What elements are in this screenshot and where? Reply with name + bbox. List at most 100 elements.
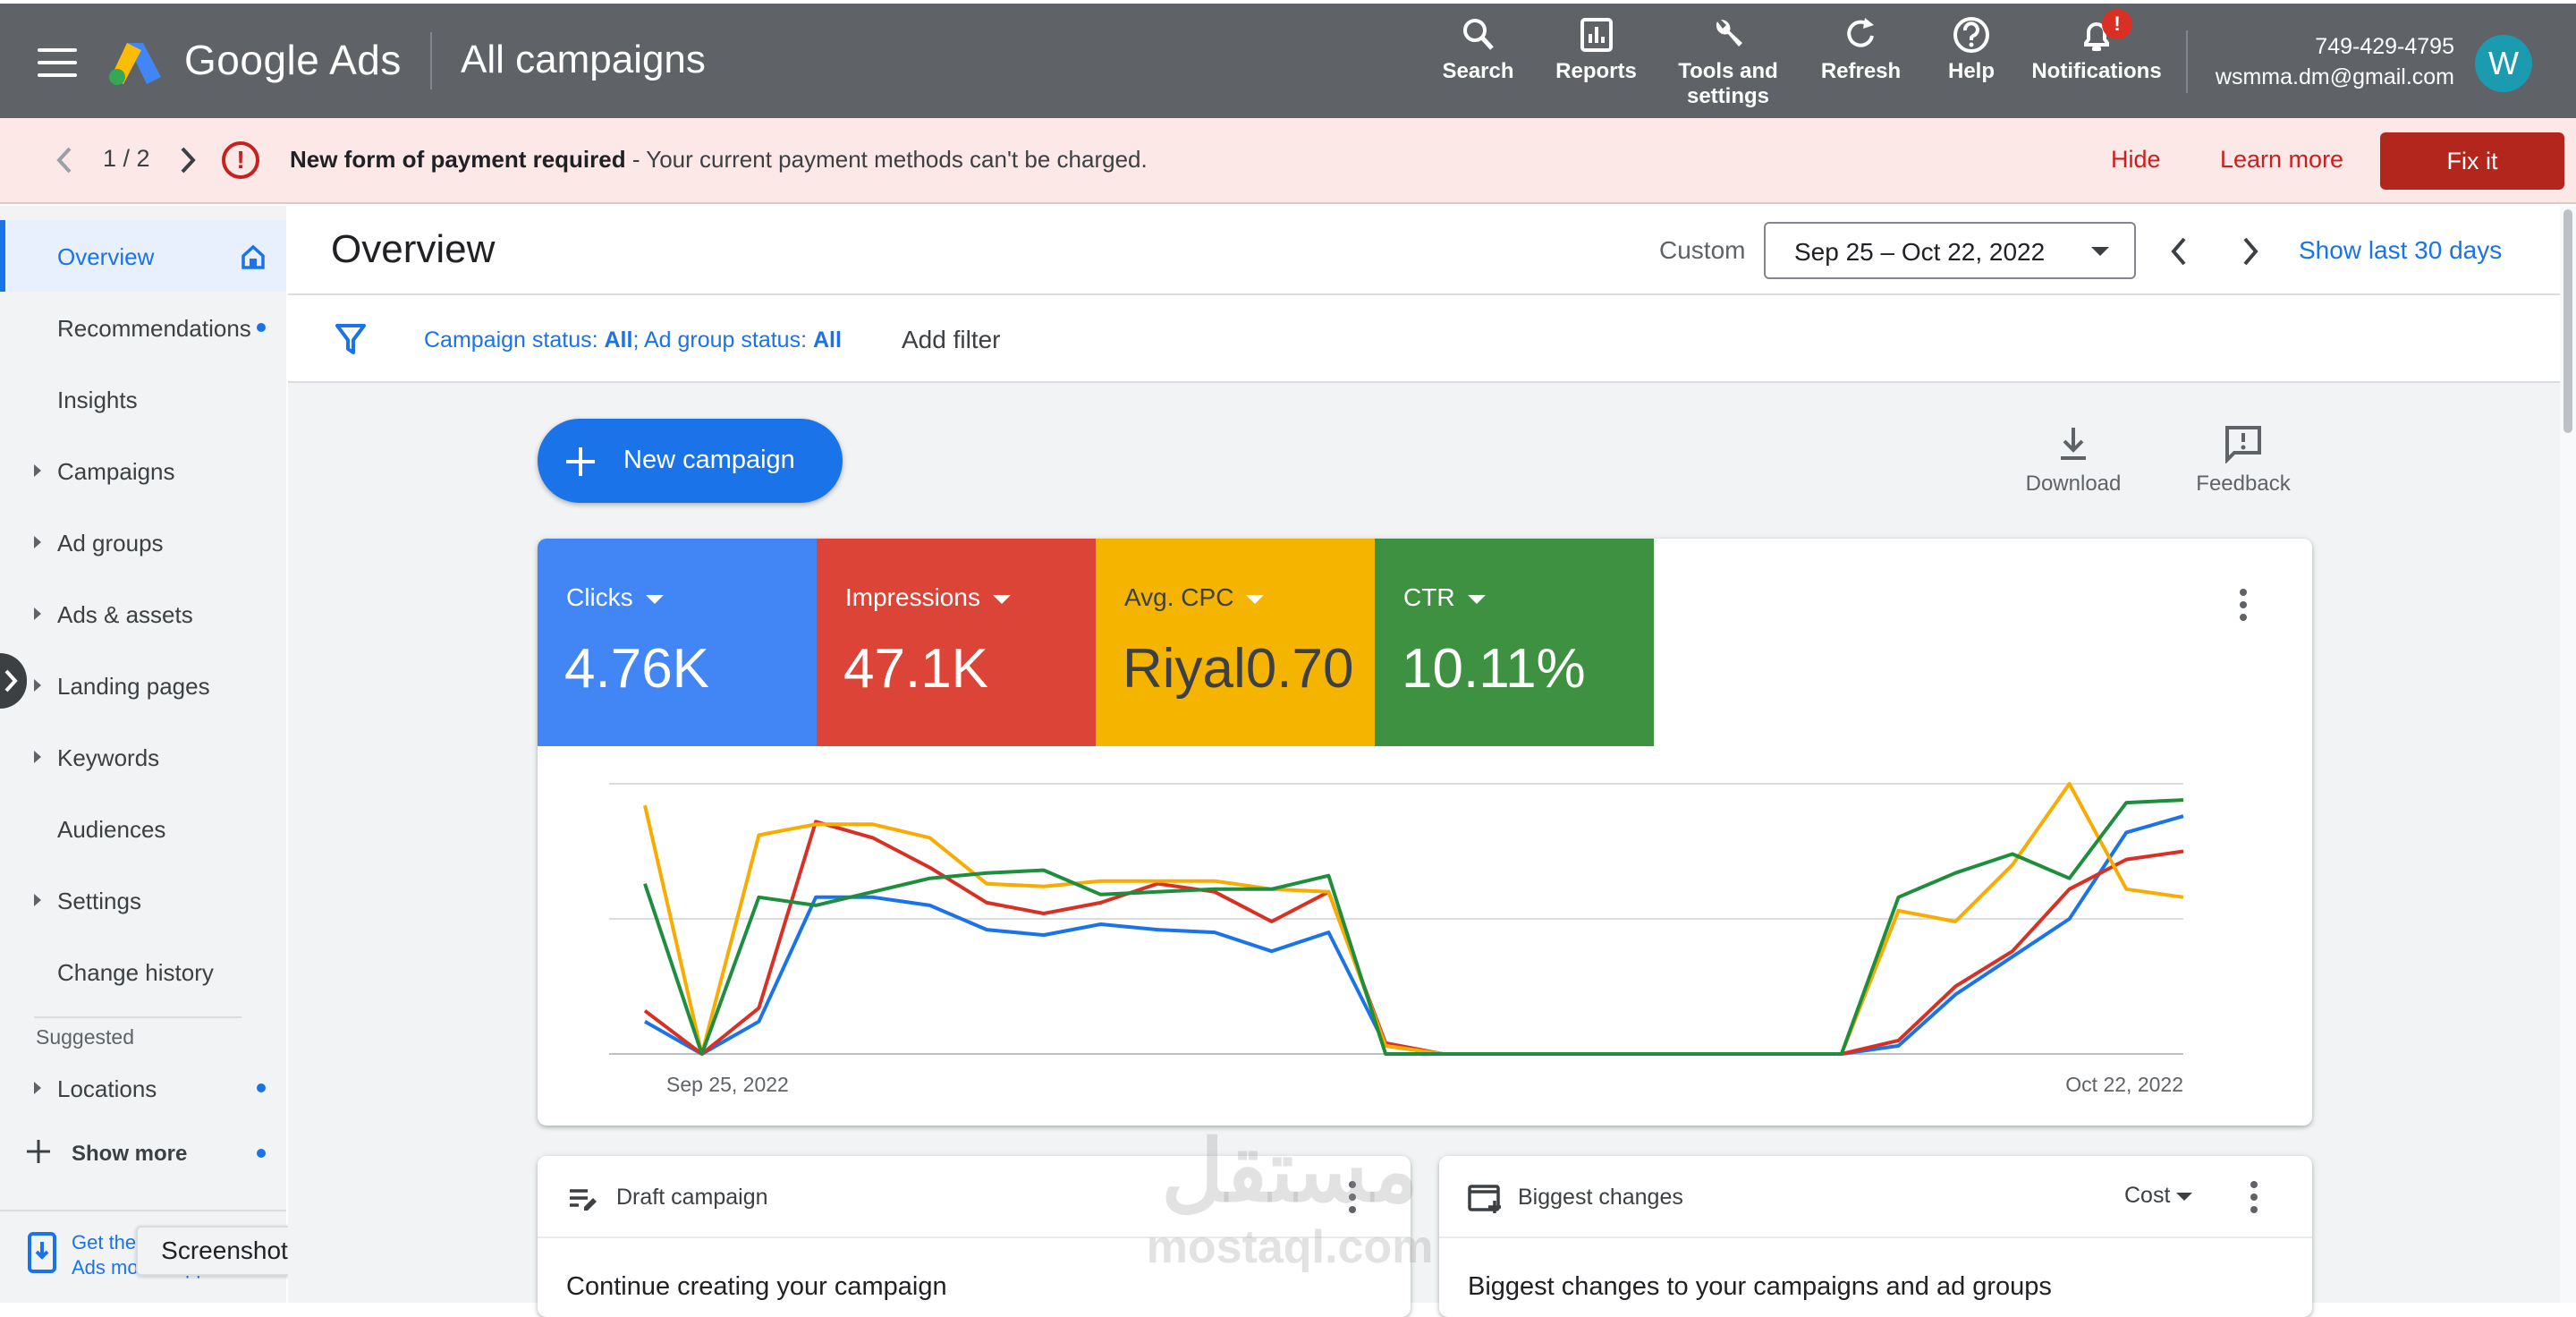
home-icon [242,244,265,269]
scrollbar-track[interactable] [2560,206,2576,1303]
metric-tile-impressions[interactable]: Impressions 47.1K [817,539,1096,746]
fix-it-button[interactable]: Fix it [2380,132,2564,190]
date-range-value: Sep 25 – Oct 22, 2022 [1794,238,2046,266]
metric-value: 47.1K [843,638,989,700]
search-tool-label: Search [1442,59,1514,83]
draft-card-body: Continue creating your campaign [566,1272,947,1301]
metric-tile-ctr[interactable]: CTR 10.11% [1375,539,1654,746]
show-last-30-days-link[interactable]: Show last 30 days [2299,236,2503,264]
dropdown-arrow-icon [2176,1193,2192,1201]
add-filter-button[interactable]: Add filter [902,326,1001,353]
previous-period-icon[interactable] [2168,236,2190,267]
more-options-icon[interactable] [2237,587,2250,623]
changes-metric-dropdown[interactable]: Cost [2124,1183,2199,1213]
banner-prev-icon[interactable] [55,145,73,175]
sidebar-item-change-history[interactable]: Change history [0,936,286,1007]
hamburger-menu-icon[interactable] [38,48,77,77]
sidebar-item-ad-groups[interactable]: Ad groups [0,506,286,578]
changes-card-title: Biggest changes [1518,1185,1683,1210]
changes-card-body: Biggest changes to your campaigns and ad… [1468,1272,2052,1301]
account-id[interactable]: 749-429-4795 [2315,34,2454,59]
sidebar-item-label: Audiences [57,816,166,843]
sidebar-item-label: Insights [57,387,138,413]
help-tool-button[interactable]: Help [1936,16,2007,84]
metric-label: Avg. CPC [1124,583,1264,612]
reports-tool-button[interactable]: Reports [1549,16,1643,84]
filter-bar: Campaign status: All; Ad group status: A… [288,297,2565,383]
metric-tile-avg-cpc[interactable]: Avg. CPC Riyal0.70 [1096,539,1375,746]
draft-card-title: Draft campaign [616,1185,768,1210]
custom-range-label: Custom [1659,236,1746,264]
banner-next-icon[interactable] [179,145,197,175]
mobile-phone-icon [28,1232,56,1273]
sidebar-item-keywords[interactable]: Keywords [0,721,286,793]
expand-arrow-icon [34,894,41,906]
new-indicator-dot [257,1083,266,1092]
draft-campaign-card: Draft campaign Continue creating your ca… [538,1156,1411,1317]
watermark-arabic: مستقل [1161,1124,1419,1219]
sidebar-item-label: Keywords [57,744,160,771]
plus-icon [27,1140,50,1163]
notifications-tool-button[interactable]: Notifications [2025,16,2168,84]
sidebar-item-landing-pages[interactable]: Landing pages [0,650,286,721]
tools-settings-button[interactable]: Tools and settings [1665,16,1791,109]
sidebar-item-label: Locations [57,1075,157,1102]
download-button[interactable]: Download [2011,424,2136,505]
active-filters[interactable]: Campaign status: All; Ad group status: A… [424,327,842,353]
sidebar-item-label: Recommendations [57,315,251,342]
suggested-heading: Suggested [36,1025,134,1049]
hide-banner-link[interactable]: Hide [2111,146,2161,173]
banner-message: New form of payment required - Your curr… [290,146,1148,174]
account-divider [2186,30,2188,93]
sidebar-item-locations[interactable]: Locations [0,1052,286,1124]
payment-alert-banner: 1 / 2 ! New form of payment required - Y… [0,118,2576,204]
feedback-icon [2225,426,2261,464]
watermark-latin: mostaql.com [1146,1221,1434,1273]
metric-label: CTR [1403,583,1486,612]
filter-icon[interactable] [335,322,367,356]
top-app-bar: Google Ads All campaigns Search Reports … [0,4,2576,118]
changes-card-header [1439,1156,2312,1238]
new-indicator-dot [257,1149,266,1158]
expand-arrow-icon [34,679,41,692]
sidebar-divider [34,1016,242,1018]
sidebar-item-settings[interactable]: Settings [0,864,286,936]
scrollbar-thumb[interactable] [2563,209,2572,433]
sidebar-item-label: Change history [57,959,214,986]
chart-series-line-1[interactable] [643,820,2184,1056]
sidebar-item-ads-assets[interactable]: Ads & assets [0,578,286,650]
reports-icon [1580,18,1613,52]
sidebar-item-overview[interactable]: Overview [0,220,286,292]
bell-icon [2084,22,2109,51]
refresh-tool-button[interactable]: Refresh [1814,16,1908,84]
draft-card-header [538,1156,1411,1238]
metric-value: Riyal0.70 [1123,638,1354,700]
brand-name: Google Ads [184,37,402,83]
chart-lines [643,782,2184,1056]
biggest-changes-card: Biggest changes Cost Biggest changes to … [1439,1156,2312,1317]
search-icon [1462,19,1494,50]
feedback-button[interactable]: Feedback [2181,424,2306,505]
chart-series-line-3[interactable] [643,798,2184,1056]
chart-series-line-0[interactable] [644,814,2184,1056]
sidebar-item-audiences[interactable]: Audiences [0,793,286,864]
sidebar-item-insights[interactable]: Insights [0,363,286,435]
account-email[interactable]: wsmma.dm@gmail.com [2215,64,2454,89]
next-period-icon[interactable] [2240,236,2261,267]
learn-more-link[interactable]: Learn more [2220,146,2344,173]
expand-arrow-icon [34,608,41,620]
avatar[interactable]: W [2475,35,2532,92]
show-more-label: Show more [72,1142,188,1166]
metric-tile-clicks[interactable]: Clicks 4.76K [538,539,817,746]
search-tool-button[interactable]: Search [1431,16,1525,84]
refresh-icon [1846,18,1874,47]
new-campaign-button[interactable]: New campaign [538,419,843,503]
show-more-button[interactable]: Show more [0,1124,286,1181]
more-options-icon[interactable] [2248,1179,2260,1215]
metric-value: 10.11% [1402,638,1586,700]
date-range-picker[interactable]: Sep 25 – Oct 22, 2022 [1764,222,2136,279]
chart-series-line-2[interactable] [643,782,2184,1056]
more-options-icon[interactable] [1346,1179,1359,1215]
sidebar-item-recommendations[interactable]: Recommendations [0,292,286,363]
sidebar-item-campaigns[interactable]: Campaigns [0,435,286,506]
